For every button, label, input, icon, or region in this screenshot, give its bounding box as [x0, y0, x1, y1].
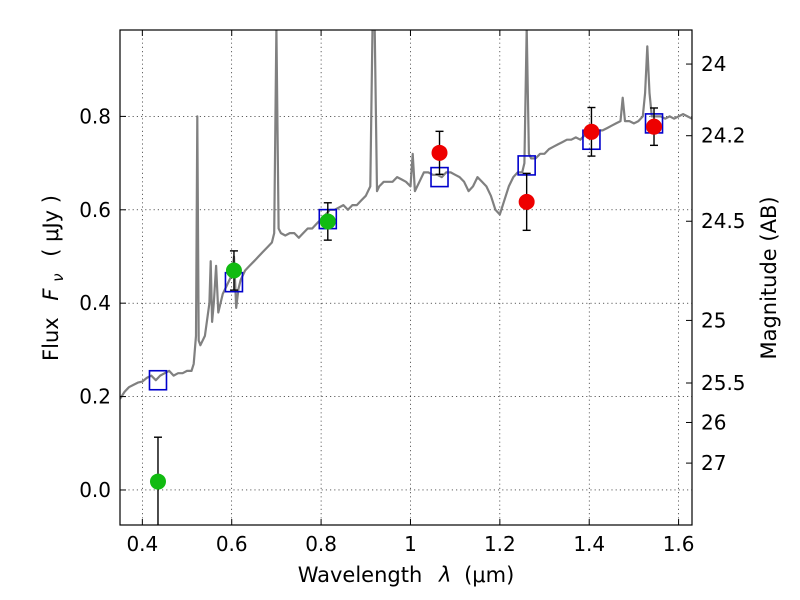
x-axis-label-unit: (μm) [464, 563, 514, 587]
plot-frame [119, 29, 693, 526]
observed-red-point [431, 144, 448, 161]
x-tick-label: 0.8 [305, 532, 337, 556]
axis-tick-labels: 0.4 0.6 0.8 1 1.2 1.4 1.6 0.0 0.2 0.4 0.6 0.8 24 24.2… [79, 52, 745, 556]
grid-lines [120, 30, 692, 525]
y-tick-label: 0.0 [79, 478, 111, 502]
y-tick-label: 0.6 [79, 198, 111, 222]
model-point [148, 369, 168, 391]
x-axis-label-prefix: Wavelength [298, 563, 423, 587]
y2-tick-label: 26 [701, 410, 726, 434]
y-axis-label-subscript: ν [49, 273, 67, 281]
x-tick-label: 0.4 [126, 532, 158, 556]
y2-tick-label: 25 [701, 308, 726, 332]
y2-axis-label: Magnitude (AB) [757, 196, 781, 359]
y2-tick-label: 27 [701, 451, 726, 475]
x-axis-label-symbol: λ [438, 563, 451, 587]
observed-green-point [225, 262, 242, 279]
x-tick-label: 1 [404, 532, 417, 556]
y2-tick-label: 24.5 [701, 209, 746, 233]
x-tick-label: 1.6 [663, 532, 695, 556]
observed-red-point [518, 193, 535, 210]
x-tick-label: 1.4 [573, 532, 605, 556]
observed-red-point [646, 118, 663, 135]
observed-points-layer [149, 118, 663, 490]
y2-tick-label: 25.5 [701, 371, 746, 395]
y-axis-label-unit: ( μJy ) [39, 195, 63, 257]
y-tick-label: 0.4 [79, 291, 111, 315]
axis-ticks [120, 30, 692, 525]
observed-red-point [583, 123, 600, 140]
plot-area [120, 30, 692, 525]
y-tick-label: 0.2 [79, 385, 111, 409]
y-axis-label: Flux F ν ( μJy ) [39, 195, 68, 361]
y-axis-label-prefix: Flux [39, 317, 63, 361]
x-tick-label: 0.6 [216, 532, 248, 556]
x-axis-label: Wavelength λ (μm) [298, 563, 515, 587]
y2-tick-label: 24.2 [701, 124, 746, 148]
observed-green-point [319, 213, 336, 230]
plot-background [120, 30, 692, 525]
y-tick-label: 0.8 [79, 104, 111, 128]
observed-green-point [149, 473, 166, 490]
y2-tick-label: 24 [701, 52, 726, 76]
x-tick-label: 1.2 [484, 532, 516, 556]
y-axis-label-symbol: F [39, 288, 63, 301]
